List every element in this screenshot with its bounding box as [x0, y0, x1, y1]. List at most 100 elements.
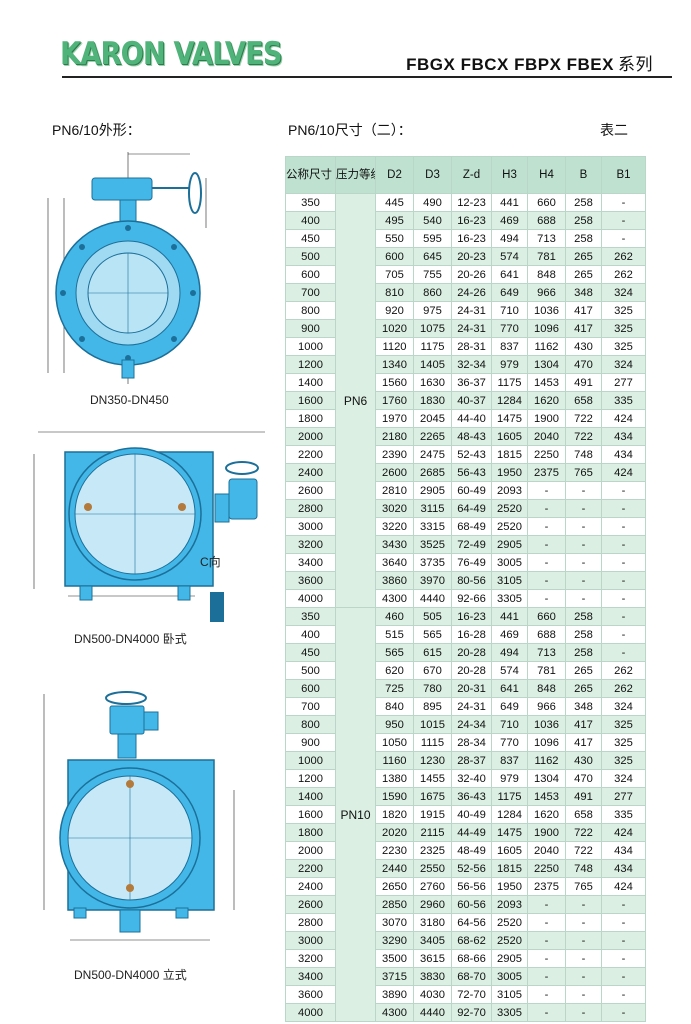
- cell-b: 348: [565, 697, 602, 716]
- cell-d3: 2325: [413, 841, 452, 860]
- cell-b: 348: [565, 283, 602, 302]
- cell-d3: 2760: [413, 877, 452, 896]
- cell-d3: 1675: [413, 787, 452, 806]
- cell-dn: 2400: [285, 877, 336, 896]
- cell-d2: 920: [375, 301, 414, 320]
- cell-h4: 2040: [527, 841, 566, 860]
- cell-b: 722: [565, 427, 602, 446]
- cell-zd: 92-66: [451, 589, 492, 608]
- cell-zd: 68-66: [451, 949, 492, 968]
- table-row: 1400 1590 1675 36-43 1175 1453 491 277: [285, 787, 646, 806]
- cell-h4: 2250: [527, 859, 566, 878]
- cell-b1: -: [601, 553, 646, 572]
- header-zd: Z-d: [451, 156, 492, 194]
- cell-zd: 24-31: [451, 697, 492, 716]
- cell-h4: 1453: [527, 373, 566, 392]
- cell-d2: 445: [375, 193, 414, 212]
- cell-h3: 710: [491, 301, 528, 320]
- cell-zd: 44-40: [451, 409, 492, 428]
- cell-dn: 400: [285, 625, 336, 644]
- cell-dn: 1600: [285, 391, 336, 410]
- cell-d2: 1970: [375, 409, 414, 428]
- cell-h4: 1162: [527, 751, 566, 770]
- cell-h3: 1815: [491, 445, 528, 464]
- cell-zd: 24-26: [451, 283, 492, 302]
- cell-h3: 2520: [491, 499, 528, 518]
- cell-d2: 3640: [375, 553, 414, 572]
- cell-d3: 3830: [413, 967, 452, 986]
- cell-dn: 600: [285, 679, 336, 698]
- cell-zd: 80-56: [451, 571, 492, 590]
- drawing-vertical: [43, 691, 235, 941]
- cell-h3: 1284: [491, 391, 528, 410]
- cell-dn: 1400: [285, 373, 336, 392]
- table-row: 2800 3020 3115 64-49 2520- - -: [285, 499, 646, 518]
- dimension-table: 公称尺寸（DN） 压力等级 D2 D3 Z-d H3 H4 B B1 350PN…: [285, 156, 646, 1022]
- cell-zd: 20-31: [451, 679, 492, 698]
- table-row: 2400 2650 2760 56-56 1950 2375 765 424: [285, 877, 646, 896]
- cell-b1: -: [601, 517, 646, 536]
- cell-b: 491: [565, 787, 602, 806]
- cell-h3: 3005: [491, 967, 528, 986]
- cell-d3: 860: [413, 283, 452, 302]
- cell-b1: -: [601, 211, 646, 230]
- cell-b: 258: [565, 625, 602, 644]
- drawing-dn350-450: [47, 152, 207, 384]
- cell-h3: 1815: [491, 859, 528, 878]
- cell-h3: 2905: [491, 535, 528, 554]
- cell-dn: 2600: [285, 895, 336, 914]
- cell-d2: 2390: [375, 445, 414, 464]
- cell-h3: 494: [491, 229, 528, 248]
- cell-b: 258: [565, 643, 602, 662]
- table-row: 4000 4300 4440 92-66 3305- - -: [285, 589, 646, 608]
- cell-dn: 1400: [285, 787, 336, 806]
- cell-b1: -: [601, 1003, 646, 1022]
- cell-zd: 32-34: [451, 355, 492, 374]
- cell-h3: 979: [491, 355, 528, 374]
- cell-h4: 713: [527, 643, 566, 662]
- cell-b1: 424: [601, 463, 646, 482]
- header-b1: B1: [601, 156, 646, 194]
- cell-d2: 950: [375, 715, 414, 734]
- table-row: 1000 1160 1230 28-37 837 1162 430 325: [285, 751, 646, 770]
- cell-b: 765: [565, 877, 602, 896]
- cell-b1: -: [601, 625, 646, 644]
- cell-b1: 325: [601, 733, 646, 752]
- cell-h3: 3105: [491, 985, 528, 1004]
- table-row: 800 950 1015 24-34 710 1036 417 325: [285, 715, 646, 734]
- cell-d2: 810: [375, 283, 414, 302]
- cell-h3: 2093: [491, 895, 528, 914]
- cell-d2: 1820: [375, 805, 414, 824]
- cell-b: -: [565, 913, 602, 932]
- cell-h3: 837: [491, 337, 528, 356]
- cell-zd: 24-31: [451, 301, 492, 320]
- cell-d2: 565: [375, 643, 414, 662]
- table-row: 400 495 540 16-23 469 688 258-: [285, 211, 646, 230]
- cell-b1: 277: [601, 373, 646, 392]
- table-row: 700 840 895 24-31 649 966 348 324: [285, 697, 646, 716]
- cell-b: 417: [565, 319, 602, 338]
- cell-d3: 3970: [413, 571, 452, 590]
- series-title: FBGX FBCX FBPX FBEX 系列: [406, 50, 653, 75]
- table-row: 900 1050 1115 28-34 770 1096 417 325: [285, 733, 646, 752]
- cell-h3: 1175: [491, 373, 528, 392]
- cell-d2: 4300: [375, 589, 414, 608]
- table-row: 4000 4300 4440 92-70 3305- - -: [285, 1003, 646, 1022]
- cell-d3: 3615: [413, 949, 452, 968]
- cell-h3: 641: [491, 265, 528, 284]
- cell-d3: 540: [413, 211, 452, 230]
- cell-d3: 2475: [413, 445, 452, 464]
- table-row: 350 PN10 460 505 16-23 441 660 258-: [285, 607, 646, 1022]
- cell-zd: 28-37: [451, 751, 492, 770]
- cell-zd: 92-70: [451, 1003, 492, 1022]
- table-row: 2600 2810 2905 60-49 2093- - -: [285, 481, 646, 500]
- table-row: 1800 1970 2045 44-40 1475 1900 722 424: [285, 409, 646, 428]
- cell-dn: 3200: [285, 535, 336, 554]
- cell-d2: 3715: [375, 967, 414, 986]
- cell-d3: 3180: [413, 913, 452, 932]
- cell-h4: 713: [527, 229, 566, 248]
- cell-b1: -: [601, 589, 646, 608]
- cell-h4: 1900: [527, 823, 566, 842]
- cell-b1: 335: [601, 391, 646, 410]
- table-row: 500 620 670 20-28 574 781 265 262: [285, 661, 646, 680]
